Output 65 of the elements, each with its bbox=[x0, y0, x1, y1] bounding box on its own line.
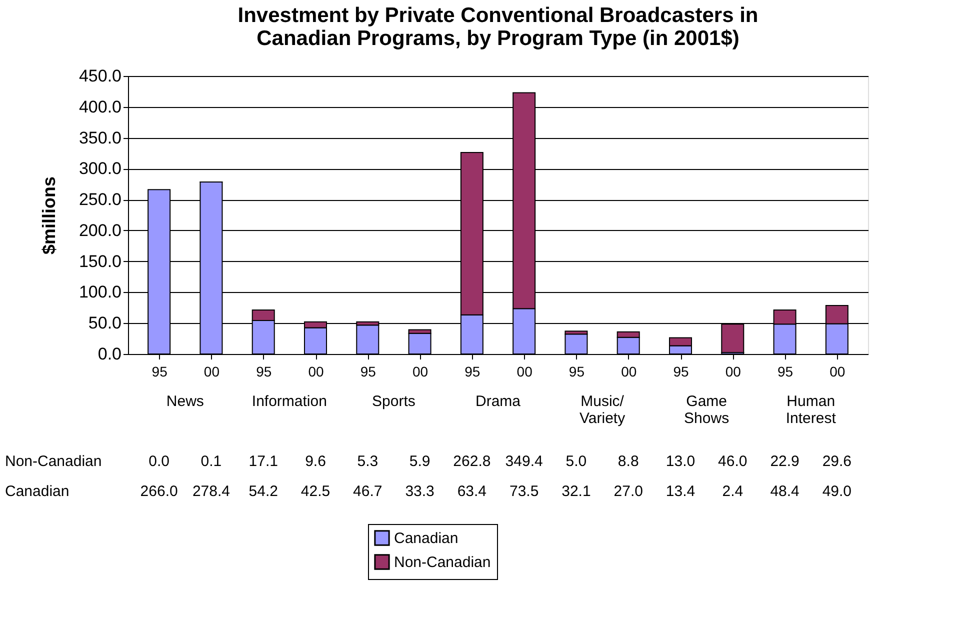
data-label: 5.9 bbox=[409, 453, 430, 470]
x-tick-label: 00 bbox=[516, 364, 533, 380]
x-tick-label: 95 bbox=[152, 364, 168, 380]
x-tick-label: 95 bbox=[464, 364, 480, 380]
data-label: 0.0 bbox=[148, 453, 170, 470]
data-label: 2.4 bbox=[722, 483, 744, 500]
data-label: 32.1 bbox=[562, 483, 591, 500]
data-label: 29.6 bbox=[822, 453, 852, 470]
y-tick-label: 450.0 bbox=[78, 66, 122, 86]
data-label: 22.9 bbox=[770, 453, 800, 470]
data-label: 13.0 bbox=[666, 453, 696, 470]
data-label: 262.8 bbox=[453, 453, 491, 470]
legend-label: Non-Canadian bbox=[394, 554, 491, 571]
data-label: 349.4 bbox=[505, 453, 543, 470]
data-label: 266.0 bbox=[140, 483, 178, 500]
text: Non-Canadian bbox=[5, 453, 102, 470]
data-label: 73.5 bbox=[509, 483, 539, 500]
text: Sports bbox=[372, 393, 416, 410]
x-tick-label: 95 bbox=[673, 364, 689, 380]
text: Information bbox=[252, 393, 327, 410]
x-tick-label: 95 bbox=[568, 364, 585, 380]
x-tick-label: 00 bbox=[412, 364, 428, 380]
x-tick-label: 95 bbox=[777, 364, 794, 380]
text: Canadian bbox=[5, 483, 70, 500]
y-tick-label: 100.0 bbox=[78, 282, 122, 302]
x-tick-label: 00 bbox=[308, 364, 324, 380]
text: Music/ Variety bbox=[579, 393, 626, 427]
text: Game Shows bbox=[684, 393, 730, 427]
chart-title: Investment by Private Conventional Broadcasters in Canadian Programs, by Program Type (in 2001$) bbox=[238, 4, 758, 50]
data-label: 48.4 bbox=[770, 483, 800, 500]
text: Human Interest bbox=[786, 393, 837, 427]
data-label: 0.1 bbox=[200, 453, 222, 470]
data-label: 27.0 bbox=[614, 483, 643, 500]
data-label: 8.8 bbox=[618, 453, 639, 470]
y-tick-label: 250.0 bbox=[78, 190, 122, 210]
data-label: 33.3 bbox=[405, 483, 434, 500]
y-tick-label: 400.0 bbox=[78, 97, 122, 116]
data-label: 5.3 bbox=[357, 453, 378, 470]
data-label: 13.4 bbox=[666, 483, 696, 500]
y-tick-label: 300.0 bbox=[78, 159, 122, 178]
text: Drama bbox=[475, 393, 522, 410]
legend-label: Canadian bbox=[394, 530, 458, 547]
data-label: 49.0 bbox=[822, 483, 852, 500]
x-tick-label: 00 bbox=[725, 364, 742, 380]
x-tick-label: 95 bbox=[256, 364, 272, 380]
x-tick-label: 00 bbox=[204, 364, 220, 380]
y-tick-label: 350.0 bbox=[78, 128, 122, 148]
data-label: 278.4 bbox=[192, 483, 230, 500]
data-label: 42.5 bbox=[300, 483, 330, 500]
y-axis-title: $millions bbox=[38, 176, 59, 255]
y-tick-label: 50.0 bbox=[88, 314, 122, 333]
data-label: 63.4 bbox=[457, 483, 487, 500]
data-label: 54.2 bbox=[248, 483, 278, 500]
x-tick-label: 00 bbox=[830, 364, 846, 380]
data-label: 17.1 bbox=[248, 453, 278, 470]
data-label: 9.6 bbox=[305, 453, 326, 470]
data-label: 46.0 bbox=[718, 453, 748, 470]
data-label: 5.0 bbox=[566, 453, 587, 470]
text: News bbox=[166, 393, 204, 410]
y-tick-label: 200.0 bbox=[78, 220, 122, 240]
x-tick-label: 95 bbox=[360, 364, 376, 380]
data-label: 46.7 bbox=[353, 483, 382, 500]
x-tick-label: 00 bbox=[621, 364, 637, 380]
y-tick-label: 0.0 bbox=[98, 344, 122, 364]
y-tick-label: 150.0 bbox=[78, 252, 122, 271]
